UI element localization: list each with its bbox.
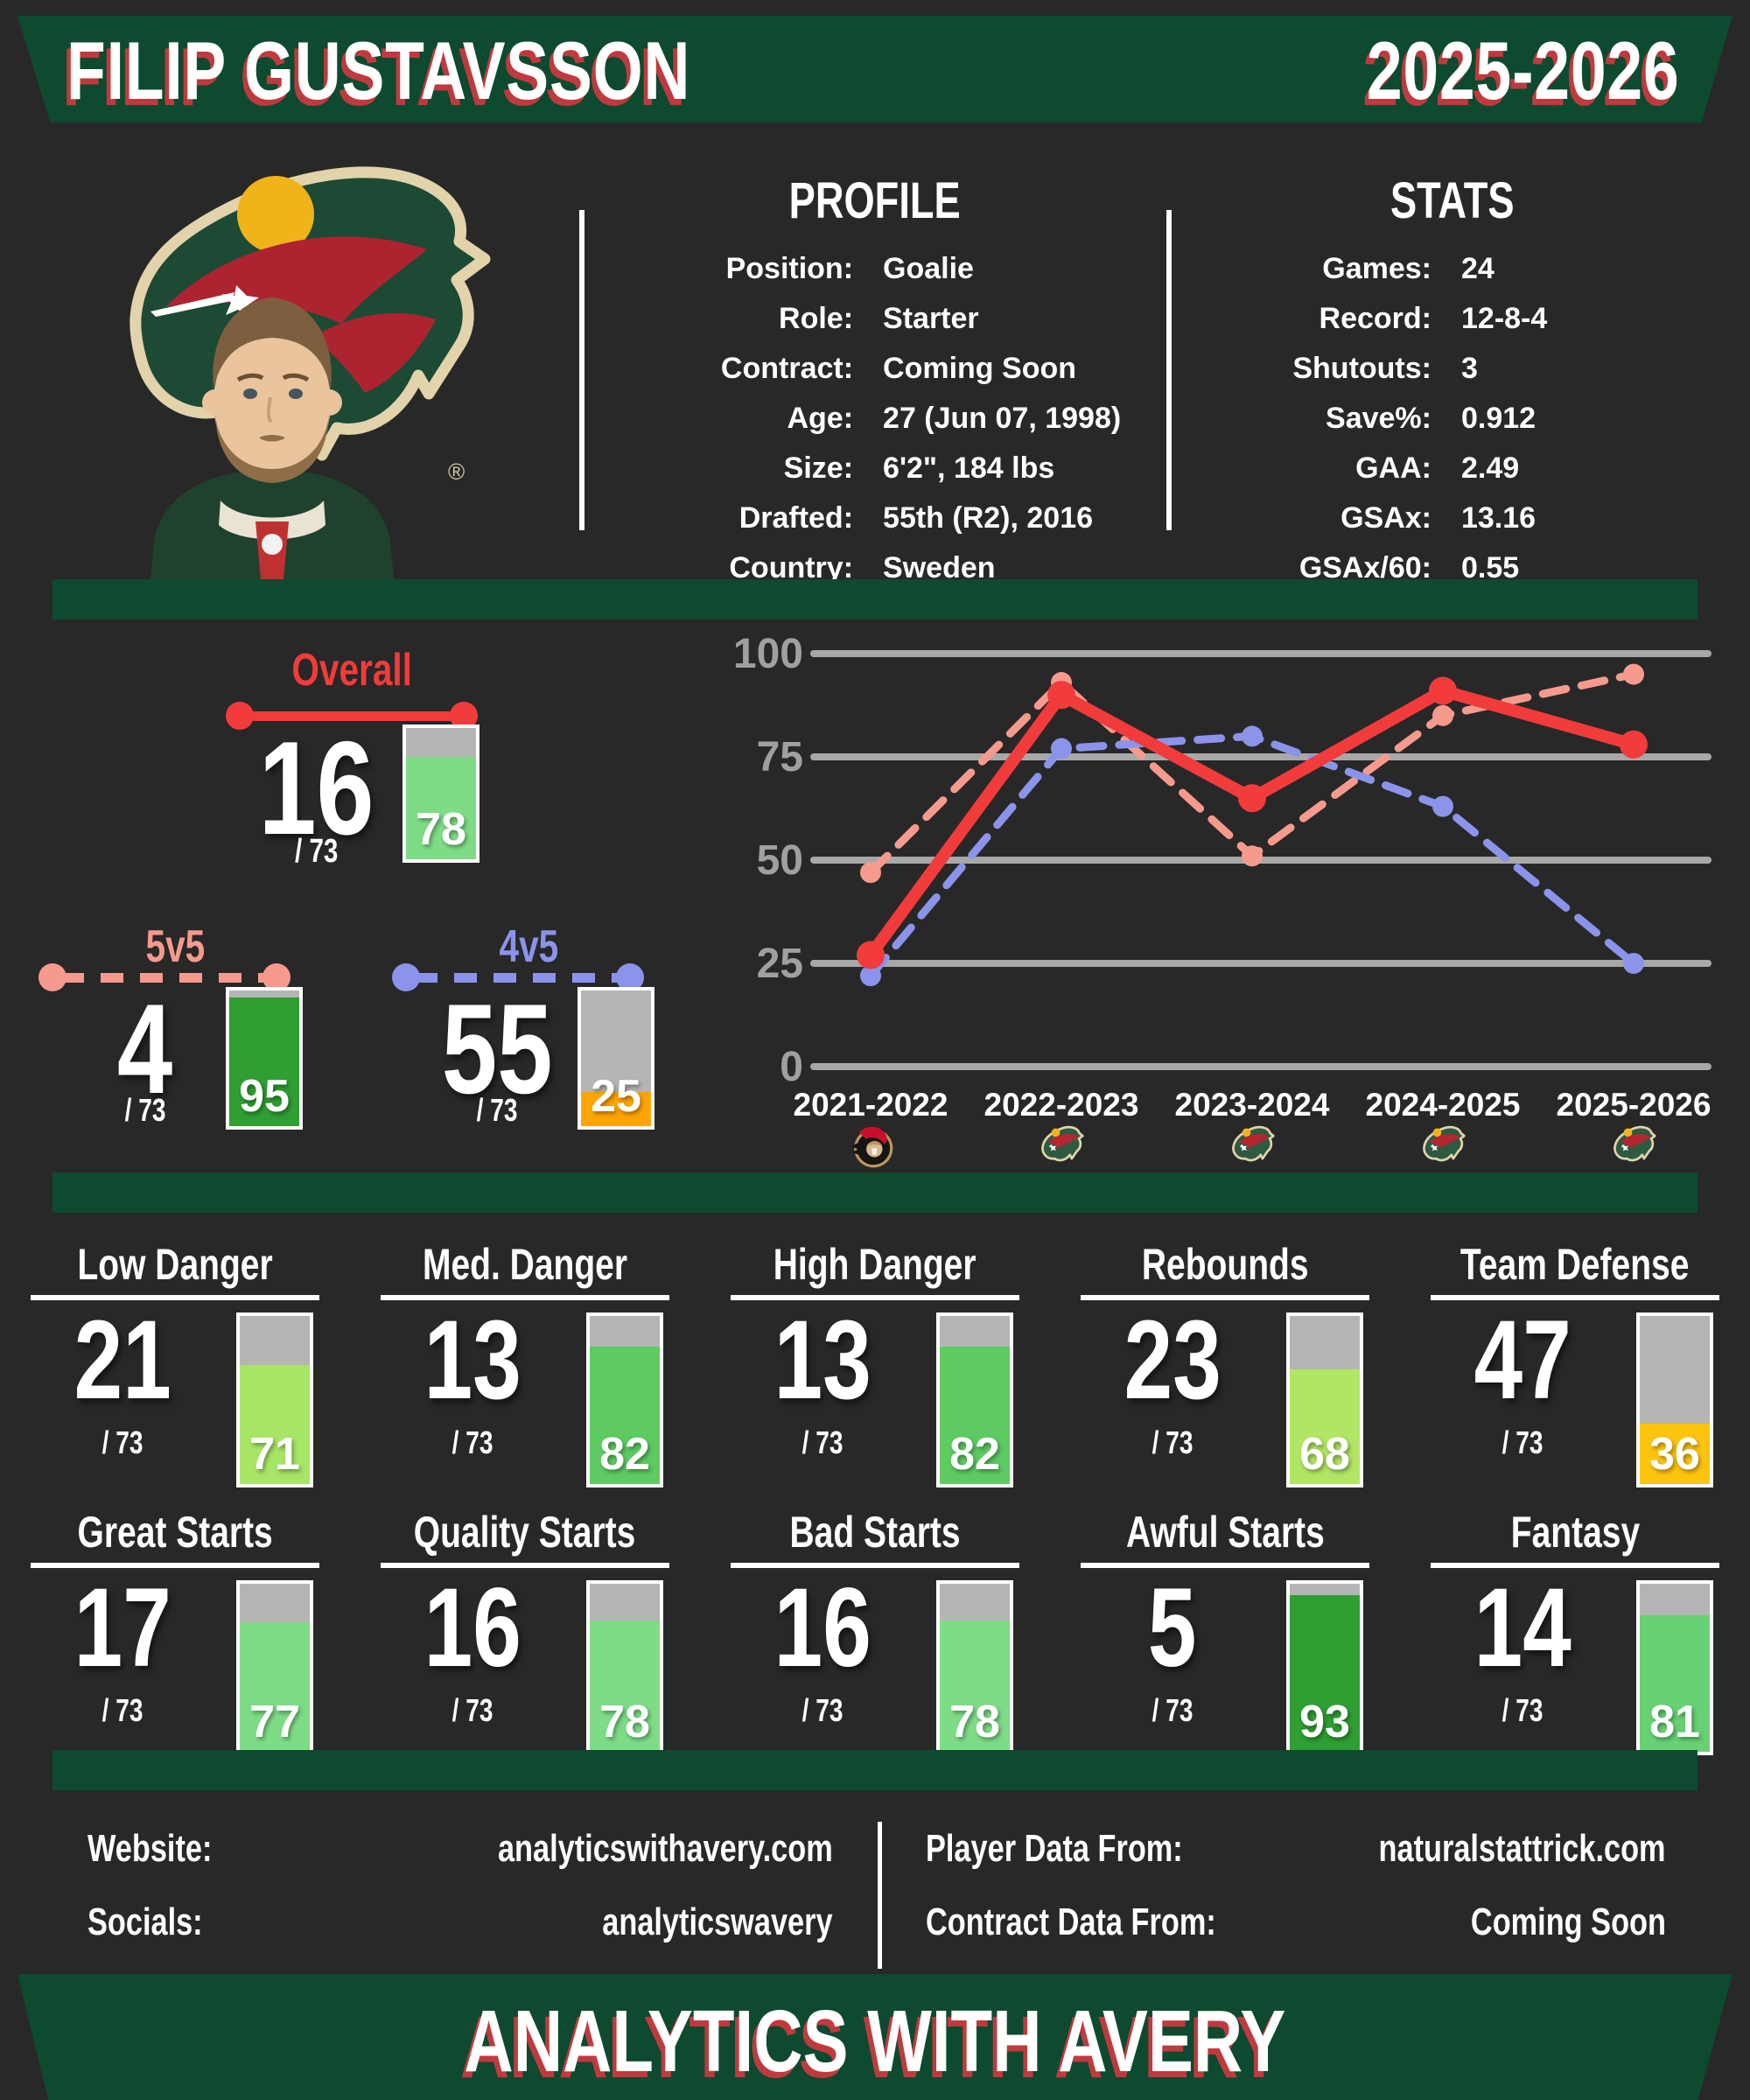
quality-starts-percentile-bar: 78 — [586, 1580, 663, 1755]
minnesota-wild-logo — [1232, 1125, 1275, 1162]
profile-section: PROFILE Position: Goalie Role: Starter Con… — [602, 172, 1148, 593]
footer-contract-data-label: Contract Data From: — [926, 1900, 1216, 1943]
card-med-danger: Med. Danger 13 / 73 82 — [368, 1239, 682, 1488]
profile-title: PROFILE — [788, 172, 962, 229]
section-divider-3 — [52, 1750, 1698, 1790]
card-team-defense: Team Defense 47 / 73 36 — [1418, 1239, 1732, 1488]
card-bad-starts: Bad Starts 16 / 73 78 — [718, 1507, 1032, 1755]
stats-title: STATS — [1390, 172, 1515, 229]
profile-row-role: Role: Starter — [779, 302, 979, 335]
card-rebounds: Rebounds 23 / 73 68 — [1068, 1239, 1382, 1488]
overall-percentile-bar: 78 — [402, 724, 480, 863]
footer-socials-value[interactable]: analyticswavery — [602, 1900, 833, 1943]
low-danger-percentile-bar: 71 — [236, 1312, 313, 1488]
profile-divider-line — [579, 210, 584, 530]
med-danger-percentile-bar: 82 — [586, 1312, 663, 1488]
overall-rank-denominator: / 73 — [295, 833, 339, 870]
card-quality-starts: Quality Starts 16 / 73 78 — [368, 1507, 682, 1755]
profile-row-position: Position: Goalie — [725, 252, 974, 285]
card-great-starts: Great Starts 17 / 73 77 — [18, 1507, 332, 1755]
footer-contract-data-value: Coming Soon — [1470, 1900, 1666, 1943]
footer-website-value[interactable]: analyticswithavery.com — [498, 1827, 833, 1870]
stats-row-shutouts: Shutouts: 3 — [1292, 352, 1478, 385]
svg-text:100: 100 — [733, 635, 803, 677]
minnesota-wild-logo — [1423, 1125, 1466, 1162]
brand-banner: ANALYTICS WITH AVERY — [464, 1992, 1286, 2090]
card-awful-starts: Awful Starts 5 / 73 93 — [1068, 1507, 1382, 1755]
stats-row-record: Record: 12-8-4 — [1319, 302, 1548, 335]
stats-row-games: Games: 24 — [1322, 252, 1494, 285]
minnesota-wild-logo — [1614, 1125, 1656, 1162]
high-danger-percentile-bar: 82 — [936, 1312, 1013, 1488]
card-high-danger: High Danger 13 / 73 82 — [718, 1239, 1032, 1488]
registered-mark: ® — [448, 458, 465, 485]
fourvfive-line — [392, 962, 644, 992]
profile-row-age: Age: 27 (Jun 07, 1998) — [787, 402, 1122, 435]
footer-website-label: Website: — [88, 1827, 213, 1870]
header-band: FILIP GUSTAVSSON 2025-2026 — [18, 16, 1732, 122]
stats-section: STATS Games: 24 Record: 12-8-4 Shutouts: 3 … — [1190, 172, 1715, 593]
svg-text:2022-2023: 2022-2023 — [984, 1087, 1139, 1123]
svg-text:25: 25 — [757, 941, 803, 987]
svg-text:2021-2022: 2021-2022 — [794, 1087, 948, 1123]
footer-player-data-row: Player Data From: naturalstattrick.com — [926, 1827, 1666, 1871]
stats-divider-line — [1166, 210, 1172, 530]
player-photo: ® — [130, 166, 491, 579]
fivevfive-rank-denominator: / 73 — [124, 1092, 166, 1128]
svg-text:2025-2026: 2025-2026 — [1557, 1087, 1712, 1123]
rebounds-percentile-bar: 68 — [1286, 1312, 1363, 1488]
stats-row-gaa: GAA: 2.49 — [1355, 452, 1520, 485]
svg-text:0: 0 — [780, 1044, 803, 1090]
section-divider-2 — [52, 1172, 1698, 1213]
footer-contract-data-row: Contract Data From: Coming Soon — [926, 1900, 1666, 1944]
svg-text:50: 50 — [757, 837, 803, 884]
card-low-danger: Low Danger 21 / 73 71 — [18, 1239, 332, 1488]
fivevfive-rank-label: 5v5 — [145, 921, 205, 972]
profile-row-drafted: Drafted: 55th (R2), 2016 — [738, 501, 1094, 535]
player-portrait — [150, 298, 394, 579]
profile-row-size: Size: 6'2", 184 lbs — [783, 452, 1055, 485]
minnesota-wild-logo — [1041, 1125, 1084, 1162]
card-fantasy: Fantasy 14 / 73 81 — [1418, 1507, 1732, 1755]
season-label: 2025-2026 — [1367, 24, 1680, 116]
great-starts-percentile-bar: 77 — [236, 1580, 313, 1755]
overall-rank-label: Overall — [291, 645, 412, 696]
footer-band — [18, 1974, 1732, 2100]
svg-text:75: 75 — [757, 734, 803, 780]
svg-text:2024-2025: 2024-2025 — [1366, 1087, 1521, 1123]
profile-row-contract: Contract: Coming Soon — [720, 352, 1076, 385]
svg-text:2023-2024: 2023-2024 — [1175, 1087, 1330, 1123]
fivevfive-rank-number: 4 — [117, 977, 173, 1120]
fourvfive-rank-number: 55 — [441, 977, 553, 1120]
fourvfive-percentile-bar: 25 — [578, 987, 654, 1130]
footer-website-row: Website: analyticswithavery.com — [88, 1827, 833, 1871]
fourvfive-rank-denominator: / 73 — [476, 1092, 518, 1128]
fivevfive-percentile-bar: 95 — [226, 987, 303, 1130]
fivevfive-line — [38, 962, 290, 992]
footer-divider-line — [878, 1822, 882, 1969]
percentile-trend-chart: 0 25 50 75 100 2021-2022 2022-2023 2023-2024 202… — [733, 635, 1712, 1168]
fantasy-percentile-bar: 81 — [1636, 1580, 1713, 1755]
stats-row-gsax: GSAx: 13.16 — [1340, 501, 1536, 535]
footer-player-data-label: Player Data From: — [926, 1827, 1183, 1870]
awful-starts-percentile-bar: 93 — [1286, 1580, 1363, 1755]
footer-socials-label: Socials: — [88, 1900, 203, 1943]
page-title: FILIP GUSTAVSSON — [66, 24, 691, 116]
ottawa-senators-logo — [851, 1126, 893, 1168]
team-defense-percentile-bar: 36 — [1636, 1312, 1713, 1488]
stats-row-savepct: Save%: 0.912 — [1326, 402, 1536, 435]
stats-row-gsax60: GSAx/60: 0.55 — [1298, 551, 1520, 584]
section-divider-1 — [52, 579, 1698, 620]
footer-player-data-value[interactable]: naturalstattrick.com — [1378, 1827, 1666, 1870]
footer-socials-row: Socials: analyticswavery — [88, 1900, 833, 1944]
profile-row-country: Country: Sweden — [729, 551, 996, 584]
overall-rank-number: 16 — [259, 714, 374, 863]
fourvfive-rank-label: 4v5 — [499, 921, 558, 972]
bad-starts-percentile-bar: 78 — [936, 1580, 1013, 1755]
